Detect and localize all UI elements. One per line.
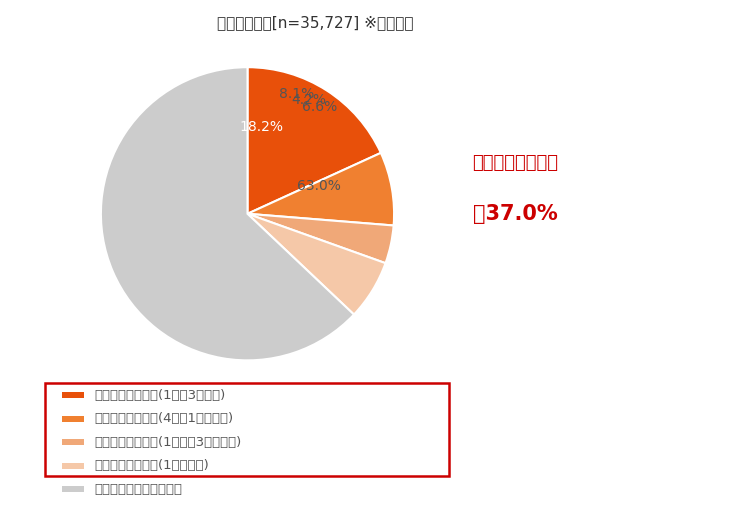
Wedge shape: [248, 67, 381, 214]
Text: 18.2%: 18.2%: [239, 120, 284, 134]
Text: してみたいと思う(4日～1週間程度): してみたいと思う(4日～1週間程度): [94, 412, 234, 425]
Wedge shape: [101, 67, 354, 360]
Bar: [62, 392, 84, 398]
Wedge shape: [248, 153, 394, 225]
Bar: [62, 439, 84, 445]
Bar: [62, 416, 84, 422]
Text: してみたいとは思わない: してみたいとは思わない: [94, 483, 182, 496]
Wedge shape: [248, 214, 386, 315]
Text: 4.2%: 4.2%: [291, 93, 326, 107]
Text: 約37.0%: 約37.0%: [472, 204, 557, 224]
Text: 8.1%: 8.1%: [279, 88, 314, 101]
Text: してみたいと思う(1週間～3週間程度): してみたいと思う(1週間～3週間程度): [94, 436, 242, 449]
Bar: [62, 463, 84, 469]
Wedge shape: [248, 214, 394, 263]
Text: 63.0%: 63.0%: [296, 179, 340, 193]
Text: してみたいと思う(1日～3日程度): してみたいと思う(1日～3日程度): [94, 389, 226, 402]
Text: 6.6%: 6.6%: [302, 100, 337, 114]
Text: してみたいと思う(1ヶ月以上): してみたいと思う(1ヶ月以上): [94, 459, 209, 472]
Text: 雇用型就業者[n=35,727] ※単数回答: 雇用型就業者[n=35,727] ※単数回答: [217, 15, 413, 30]
Bar: [62, 486, 84, 492]
Text: してみたいと思う: してみたいと思う: [472, 154, 559, 172]
